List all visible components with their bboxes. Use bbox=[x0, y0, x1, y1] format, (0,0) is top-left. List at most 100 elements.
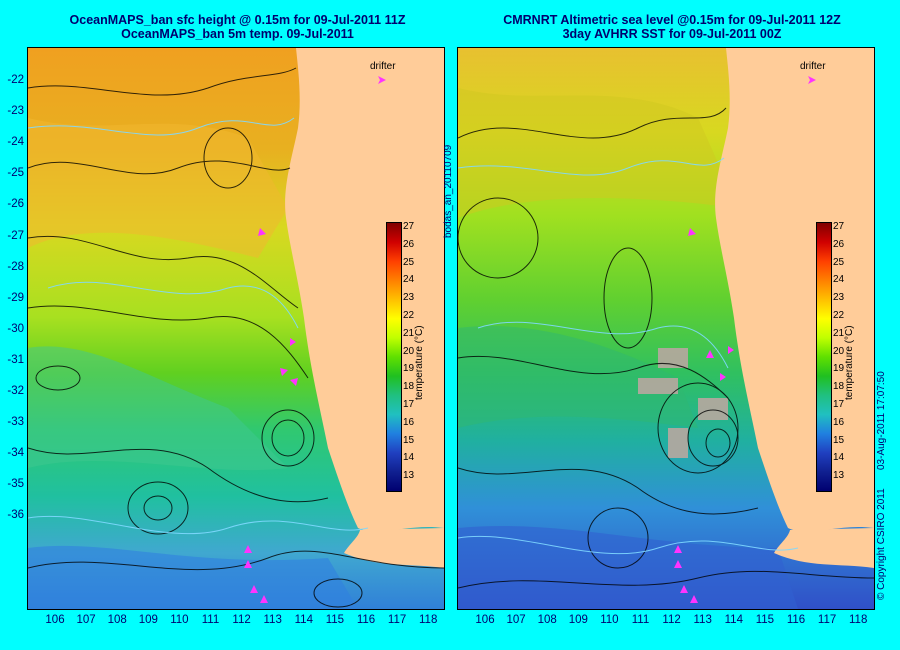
longitude-tick-label: 113 bbox=[693, 614, 712, 626]
colorbar-tick-label: 15 bbox=[403, 434, 415, 446]
colorbar-tick-label: 27 bbox=[833, 221, 845, 232]
colorbar-tick-label: 20 bbox=[403, 345, 415, 357]
drifter-marker bbox=[290, 338, 296, 346]
colorbar-tick-label: 19 bbox=[833, 363, 845, 375]
latitude-tick-label: -33 bbox=[7, 416, 24, 429]
colorbar-tick-label: 23 bbox=[403, 292, 415, 304]
colorbar-tick-label: 24 bbox=[833, 274, 845, 286]
longitude-tick-label: 107 bbox=[506, 614, 526, 626]
colorbar-tick-label: 18 bbox=[403, 381, 415, 393]
drifter-marker bbox=[674, 560, 682, 568]
right-title-line1: CMRNRT Altimetric sea level @0.15m for 0… bbox=[503, 13, 841, 27]
longitude-tick-label: 115 bbox=[325, 614, 345, 626]
left-title-line1: OceanMAPS_ban sfc height @ 0.15m for 09-… bbox=[69, 13, 406, 27]
colorbar-tick-label: 26 bbox=[403, 238, 415, 250]
drifter-legend-marker bbox=[808, 76, 816, 84]
colorbar-tick-label: 21 bbox=[833, 327, 845, 339]
colorbar-tick-label: 13 bbox=[403, 470, 415, 482]
longitude-tick-label: 118 bbox=[849, 614, 868, 626]
drifter-marker bbox=[244, 560, 252, 568]
colorbar-left bbox=[386, 222, 402, 492]
right-map bbox=[458, 48, 874, 609]
latitude-tick-label: -24 bbox=[7, 136, 24, 149]
longitude-tick-label: 107 bbox=[76, 614, 96, 626]
longitude-tick-label: 108 bbox=[107, 614, 127, 626]
drifter-marker bbox=[674, 545, 682, 553]
timestamp-label: 03-Aug-2011 17:07:50 bbox=[876, 371, 887, 470]
drifter-marker bbox=[706, 350, 714, 358]
longitude-tick-label: 116 bbox=[786, 614, 806, 626]
longitude-tick-label: 117 bbox=[387, 614, 407, 626]
latitude-tick-label: -27 bbox=[7, 229, 24, 242]
longitude-tick-label: 109 bbox=[568, 614, 588, 626]
run-id-label: bodas_an_20110709 bbox=[443, 144, 454, 238]
colorbar-tick-label: 27 bbox=[403, 221, 415, 232]
longitude-tick-label: 110 bbox=[170, 614, 189, 626]
latitude-tick-label: -35 bbox=[7, 478, 24, 491]
colorbar-label-right: temperature (°C) bbox=[844, 325, 855, 400]
colorbar-tick-label: 21 bbox=[403, 327, 415, 339]
drifter-marker bbox=[258, 228, 266, 236]
left-map bbox=[28, 48, 444, 609]
drifter-marker bbox=[250, 585, 258, 593]
drifter-label-left: drifter bbox=[370, 61, 396, 72]
longitude-tick-label: 108 bbox=[537, 614, 557, 626]
left-title-line2: OceanMAPS_ban 5m temp. 09-Jul-2011 bbox=[121, 27, 354, 41]
longitude-tick-label: 114 bbox=[294, 614, 313, 626]
drifter-marker bbox=[244, 545, 252, 553]
drifter-marker bbox=[688, 228, 696, 236]
latitude-tick-label: -30 bbox=[7, 322, 24, 335]
colorbar-tick-label: 17 bbox=[403, 399, 415, 410]
drifter-legend-marker bbox=[378, 76, 386, 84]
drifter-marker bbox=[690, 595, 698, 603]
latitude-tick-label: -28 bbox=[7, 260, 24, 273]
colorbar-tick-label: 20 bbox=[833, 345, 845, 357]
drifter-markers-right bbox=[674, 76, 816, 603]
latitude-tick-label: -23 bbox=[7, 105, 24, 118]
left-map-panel[interactable]: drifter temperature (°C) bbox=[27, 47, 445, 610]
drifter-marker bbox=[728, 346, 734, 354]
right-map-panel[interactable]: drifter temperature (°C) bbox=[457, 47, 875, 610]
colorbar-tick-label: 24 bbox=[403, 274, 415, 286]
drifter-marker bbox=[720, 373, 726, 381]
longitude-tick-label: 113 bbox=[263, 614, 282, 626]
colorbar-tick-label: 13 bbox=[833, 470, 845, 482]
longitude-tick-label: 106 bbox=[45, 614, 65, 626]
longitude-tick-label: 111 bbox=[631, 614, 650, 626]
drifter-marker bbox=[260, 595, 268, 603]
longitude-tick-label: 112 bbox=[662, 614, 681, 626]
colorbar-tick-label: 25 bbox=[833, 256, 845, 268]
drifter-marker bbox=[280, 368, 288, 376]
longitude-tick-label: 111 bbox=[201, 614, 220, 626]
right-title-line2: 3day AVHRR SST for 09-Jul-2011 00Z bbox=[562, 27, 782, 41]
latitude-tick-label: -26 bbox=[7, 198, 24, 211]
colorbar-tick-label: 19 bbox=[403, 363, 415, 375]
colorbar-tick-label: 23 bbox=[833, 292, 845, 304]
longitude-tick-label: 116 bbox=[356, 614, 376, 626]
longitude-tick-label: 115 bbox=[755, 614, 775, 626]
colorbar-tick-label: 16 bbox=[833, 416, 845, 428]
longitude-tick-label: 118 bbox=[419, 614, 438, 626]
colorbar-right bbox=[816, 222, 832, 492]
colorbar-tick-label: 26 bbox=[833, 238, 845, 250]
latitude-tick-label: -32 bbox=[7, 385, 24, 397]
colorbar-tick-label: 15 bbox=[833, 434, 845, 446]
latitude-tick-label: -31 bbox=[7, 353, 24, 366]
drifter-label-right: drifter bbox=[800, 61, 826, 72]
latitude-tick-label: -34 bbox=[7, 447, 24, 460]
longitude-tick-label: 110 bbox=[600, 614, 619, 626]
longitude-tick-label: 106 bbox=[475, 614, 495, 626]
colorbar-tick-label: 18 bbox=[833, 381, 845, 393]
colorbar-tick-label: 14 bbox=[403, 452, 415, 464]
latitude-tick-label: -25 bbox=[7, 167, 24, 180]
latitude-tick-label: -36 bbox=[7, 509, 24, 522]
latitude-tick-label: -29 bbox=[7, 291, 24, 304]
colorbar-tick-label: 17 bbox=[833, 399, 845, 410]
drifter-marker bbox=[680, 585, 688, 593]
drifter-marker bbox=[290, 378, 298, 386]
colorbar-tick-label: 25 bbox=[403, 256, 415, 268]
longitude-tick-label: 114 bbox=[724, 614, 743, 626]
longitude-tick-label: 109 bbox=[138, 614, 158, 626]
longitude-tick-label: 112 bbox=[232, 614, 251, 626]
colorbar-tick-label: 14 bbox=[833, 452, 845, 464]
